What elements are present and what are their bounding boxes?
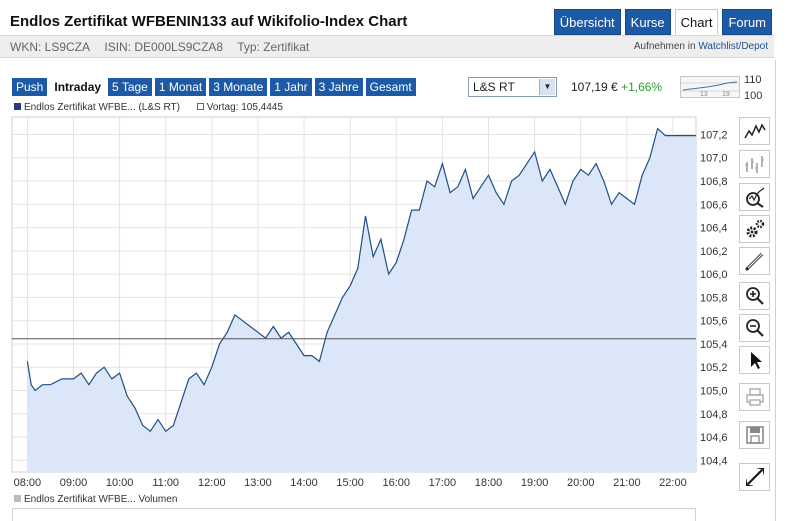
range-total-tab[interactable]: Gesamt	[365, 78, 416, 96]
volume-swatch	[14, 495, 21, 502]
range-push-tab[interactable]: Push	[12, 78, 48, 96]
x-tick-label: 10:00	[106, 477, 134, 489]
x-tick-label: 09:00	[60, 477, 88, 489]
price-chart[interactable]: 104,4 104,6 104,8 105,0 105,2 105,4 105,6 105,8…	[0, 114, 740, 494]
settings-gears-icon[interactable]	[739, 215, 770, 243]
save-icon[interactable]	[739, 421, 770, 449]
fullscreen-icon[interactable]	[739, 463, 770, 491]
price-area-fill	[27, 128, 696, 472]
y-tick-label: 105,2	[700, 362, 728, 374]
x-tick-label: 17:00	[429, 477, 457, 489]
x-tick-label: 22:00	[659, 477, 687, 489]
y-tick-label: 105,8	[700, 292, 728, 304]
mini-overview-chart[interactable]: 13 19	[680, 76, 740, 98]
legend-series[interactable]: Endlos Zertifikat WFBE... (L&S RT)	[14, 102, 180, 113]
chart-legend: Endlos Zertifikat WFBE... (L&S RT) Vorta…	[14, 102, 297, 113]
nav-overview-tab[interactable]: Übersicht	[553, 9, 621, 35]
main-nav: Übersicht Kurse Chart Forum	[553, 9, 772, 35]
x-tick-label: 19:00	[521, 477, 549, 489]
y-tick-label: 105,4	[700, 339, 728, 351]
y-tick-label: 105,6	[700, 316, 728, 328]
price-value: 107,19 €	[571, 80, 618, 94]
y-tick-label: 104,8	[700, 409, 728, 421]
y-tick-label: 106,0	[700, 269, 728, 281]
x-tick-label: 14:00	[290, 477, 318, 489]
zoom-out-icon[interactable]	[739, 314, 770, 342]
page-title: Endlos Zertifikat WFBENIN133 auf Wikifol…	[10, 13, 408, 30]
nav-chart-tab[interactable]: Chart	[674, 9, 719, 35]
nav-forum-tab[interactable]: Forum	[722, 9, 772, 35]
pointer-icon[interactable]	[739, 346, 770, 374]
x-tick-label: 12:00	[198, 477, 226, 489]
mini-y-top: 110	[744, 74, 762, 86]
right-divider	[775, 60, 776, 521]
previous-swatch	[196, 103, 204, 110]
watchlist-prefix: Aufnehmen in	[633, 41, 696, 52]
y-tick-label: 107,2	[700, 129, 728, 141]
x-tick-label: 21:00	[613, 477, 641, 489]
current-price: 107,19 € +1,66%	[571, 80, 662, 94]
range-5-days-tab[interactable]: 5 Tage	[108, 78, 152, 96]
volume-pane	[12, 508, 696, 521]
range-3-years-tab[interactable]: 3 Jahre	[314, 78, 363, 96]
x-tick-label: 13:00	[244, 477, 272, 489]
x-tick-label: 08:00	[14, 477, 42, 489]
watchlist-link[interactable]: Watchlist/Depot	[698, 41, 768, 52]
legend-series-label: Endlos Zertifikat WFBE... (L&S RT)	[24, 102, 180, 113]
range-1-month-tab[interactable]: 1 Monat	[154, 78, 207, 96]
mini-chart-graphic: 13 19	[681, 81, 739, 98]
line-chart-icon[interactable]	[739, 117, 770, 145]
nav-quotes-tab[interactable]: Kurse	[624, 9, 671, 35]
x-tick-label: 20:00	[567, 477, 595, 489]
zoom-in-icon[interactable]	[739, 282, 770, 310]
y-tick-label: 104,6	[700, 432, 728, 444]
volume-legend: Endlos Zertifikat WFBE... Volumen	[14, 494, 177, 505]
print-icon[interactable]	[739, 383, 770, 411]
y-tick-label: 106,6	[700, 199, 728, 211]
exchange-select[interactable]: L&S RT ▼	[468, 77, 557, 97]
legend-previous-label: Vortag: 105,4445	[206, 102, 283, 113]
isin-label: ISIN: DE000LS9CZA8	[104, 40, 224, 54]
x-tick-label: 15:00	[336, 477, 364, 489]
range-3-months-tab[interactable]: 3 Monate	[209, 78, 268, 96]
range-1-year-tab[interactable]: 1 Jahr	[270, 78, 312, 96]
volume-legend-label: Endlos Zertifikat WFBE... Volumen	[24, 494, 178, 505]
exchange-select-value: L&S RT	[473, 80, 515, 94]
type-label: Typ: Zertifikat	[237, 40, 310, 54]
y-tick-label: 107,0	[700, 153, 728, 165]
series-swatch	[14, 103, 21, 110]
ohlc-chart-icon[interactable]	[739, 150, 770, 178]
indicator-search-icon[interactable]	[739, 183, 770, 211]
y-tick-label: 105,0	[700, 386, 728, 398]
y-tick-label: 104,4	[700, 455, 728, 467]
x-tick-label: 18:00	[475, 477, 503, 489]
y-tick-label: 106,2	[700, 246, 728, 258]
legend-previous[interactable]: Vortag: 105,4445	[196, 102, 283, 113]
x-tick-label: 16:00	[383, 477, 411, 489]
x-tick-label: 11:00	[152, 477, 179, 489]
mini-x-label-2: 19	[722, 91, 730, 97]
y-tick-label: 106,4	[700, 223, 728, 235]
price-series-line	[26, 127, 696, 433]
mini-y-bottom: 100	[744, 90, 763, 102]
chevron-down-icon: ▼	[539, 79, 555, 95]
security-info-bar: WKN: LS9CZA ISIN: DE000LS9CZA8 Typ: Zert…	[0, 35, 774, 58]
wkn-label: WKN: LS9CZA	[10, 40, 91, 54]
draw-pen-icon[interactable]	[739, 247, 770, 275]
mini-x-label-1: 13	[700, 91, 708, 97]
range-intraday-tab[interactable]: Intraday	[50, 78, 106, 96]
y-tick-label: 106,8	[700, 176, 728, 188]
price-change: +1,66%	[621, 80, 663, 94]
time-range-tabs: Push Intraday 5 Tage 1 Monat 3 Monate 1 …	[12, 78, 416, 96]
